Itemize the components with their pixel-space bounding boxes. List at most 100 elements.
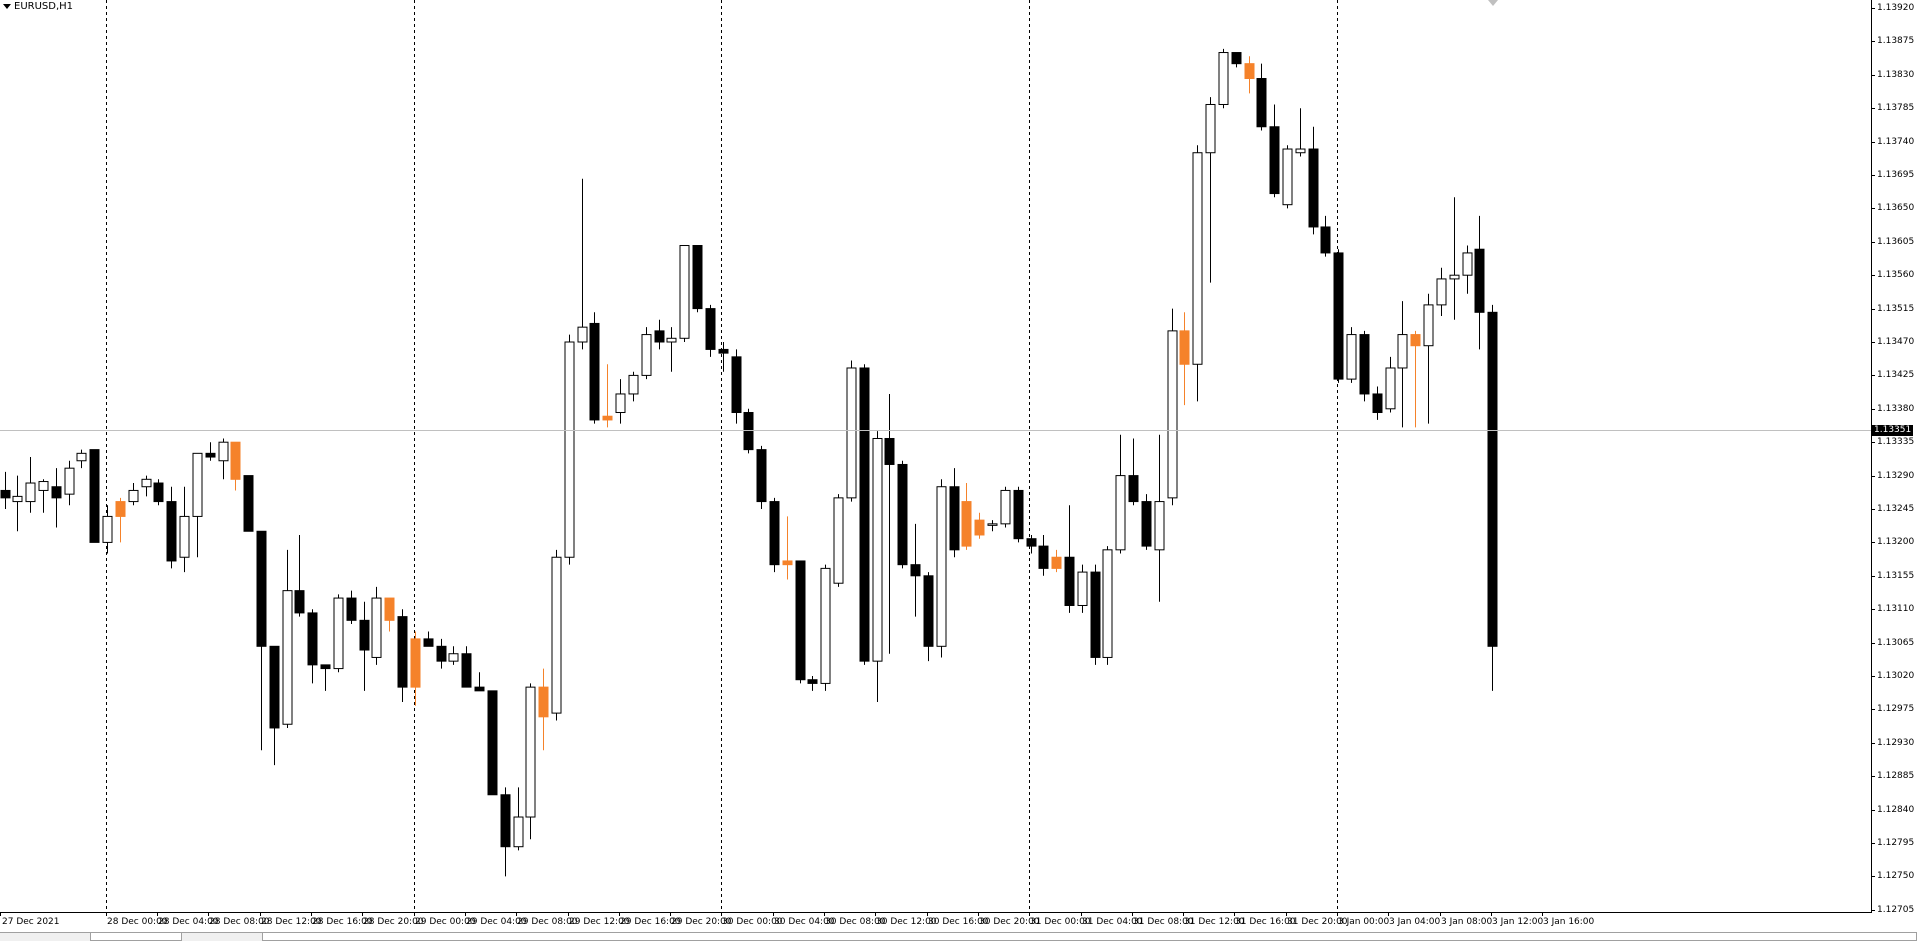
time-axis-label: 28 Dec 00:00 [107,917,168,927]
candle [564,334,575,565]
price-axis-tick [1871,409,1875,410]
candle-body [1449,274,1460,280]
candle-body [705,308,716,350]
candle-body [1282,148,1293,206]
candle-body [923,575,934,647]
candle [1256,63,1267,131]
price-axis-tick [1871,41,1875,42]
time-axis-tick [670,912,671,916]
time-axis-label: 31 Dec 20:00 [1287,917,1348,927]
candle-body [307,612,318,666]
time-axis-tick [721,912,722,916]
chart-tab-1[interactable] [90,933,182,941]
time-axis-tick [465,912,466,916]
candle [359,601,370,691]
candle-body [89,449,100,543]
price-axis-label: 1.12930 [1877,738,1915,748]
chart-tabs-bar [0,932,1917,941]
price-axis-tick [1871,910,1875,911]
price-axis-tick [1871,776,1875,777]
price-axis-tick [1871,275,1875,276]
candle [1385,356,1396,413]
candle [179,486,190,573]
candle-body [1320,226,1331,254]
candle [423,631,434,647]
candle-body [0,489,11,499]
chart-tab-2[interactable] [262,933,1917,941]
candle [1410,330,1421,428]
candle [718,342,729,372]
chart-shift-marker-icon[interactable] [1488,0,1498,6]
candle [1372,386,1383,420]
candle-body [1064,556,1075,606]
candle [256,530,267,751]
candle-body [1308,148,1319,228]
time-axis-label: 31 Dec 04:00 [1082,917,1143,927]
candle [1154,434,1165,602]
candle [525,683,536,840]
price-axis-tick [1871,676,1875,677]
plot-right-border [1871,0,1872,912]
time-axis-label: 29 Dec 12:00 [569,917,630,927]
candle-body [1192,152,1203,365]
candle [269,645,280,766]
collapse-triangle-icon[interactable] [3,4,11,9]
time-axis-label: 30 Dec 16:00 [928,917,989,927]
time-axis-label: 28 Dec 16:00 [312,917,373,927]
candle [1359,330,1370,402]
candle [692,245,703,313]
candle-body [1295,148,1306,154]
price-chart-plot[interactable] [0,0,1871,912]
time-axis[interactable]: 27 Dec 2021 28 Dec 00:00 28 Dec 04:00 28 De… [0,912,1871,932]
candle-body [423,638,434,647]
candle-body [1038,545,1049,569]
candle-body [269,645,280,729]
candle-body [141,478,152,488]
candlestick-chart[interactable] [0,0,1871,912]
candle [1397,301,1408,428]
candle [807,676,818,691]
candle [743,408,754,454]
price-axis-tick [1871,843,1875,844]
candle-body [1141,501,1152,547]
time-axis-tick [978,912,979,916]
candle [243,475,254,532]
candle [1102,546,1113,665]
candle [1295,108,1306,157]
price-axis-label: 1.13515 [1877,304,1915,314]
candle [1449,197,1460,320]
price-axis-label: 1.13425 [1877,370,1915,380]
price-axis-tick [1871,309,1875,310]
candle-body [1410,334,1421,347]
time-axis-tick [875,912,876,916]
candle-body [333,597,344,670]
price-axis-tick [1871,542,1875,543]
candle-body [51,486,62,499]
price-axis-label: 1.12750 [1877,871,1915,881]
candle-body [346,597,357,621]
time-axis-label: 30 Dec 04:00 [774,917,835,927]
candle [679,245,690,342]
candle-body [692,245,703,310]
candle [756,445,767,509]
candle [192,452,203,558]
candle-body [1077,571,1088,606]
candle [923,572,934,662]
time-axis-tick [619,912,620,916]
candle-body [872,437,883,662]
candle-body [1346,334,1357,380]
price-axis[interactable]: 1.13920 1.13875 1.13830 1.13785 1.13740 1.136… [1871,0,1917,915]
price-axis-label: 1.13200 [1877,537,1915,547]
chart-title[interactable]: EURUSD,H1 [3,1,73,12]
candle-body [949,486,960,551]
time-axis-label: 30 Dec 12:00 [876,917,937,927]
price-axis-label: 1.13065 [1877,638,1915,648]
candle [782,516,793,580]
time-axis-tick [516,912,517,916]
candle [500,787,511,877]
candle [987,520,998,532]
candle-body [782,560,793,566]
price-axis-tick [1871,743,1875,744]
time-axis-tick [1286,912,1287,916]
